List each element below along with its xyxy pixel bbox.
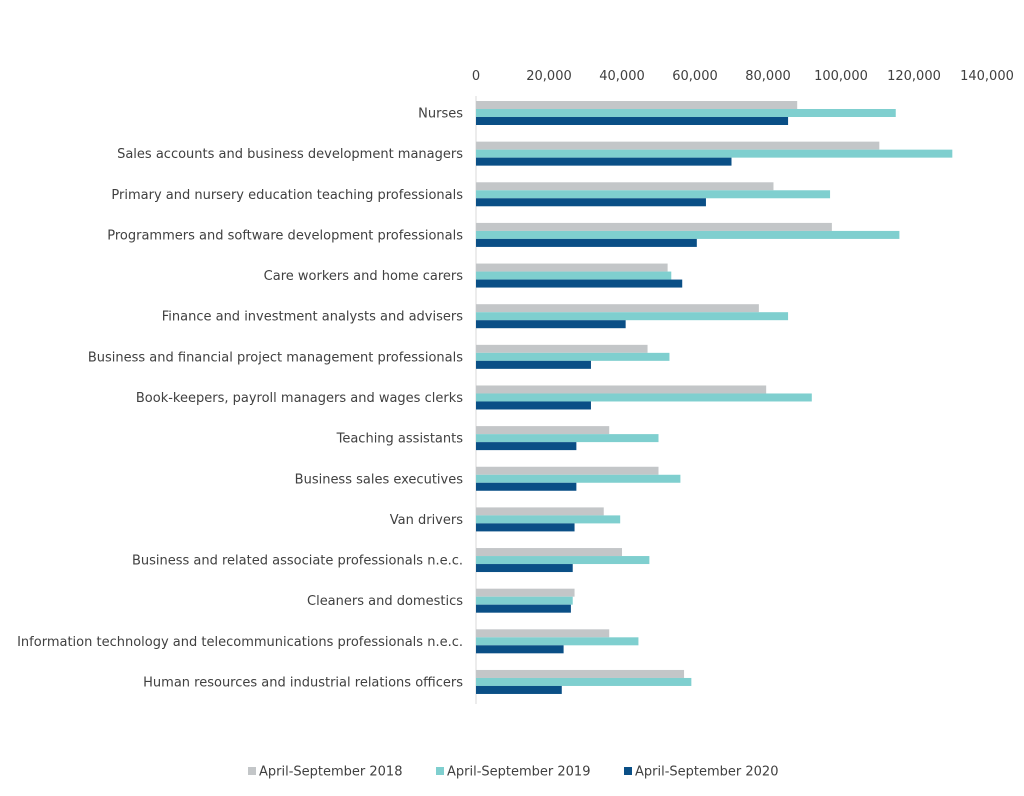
category-labels: Nurses Sales accounts and business develo… [17, 107, 463, 691]
category-label: Care workers and home carers [264, 269, 464, 284]
x-tick-label: 100,000 [814, 69, 868, 84]
bar-2 [476, 677, 692, 686]
bar-2 [476, 190, 831, 199]
bar-3 [476, 238, 697, 247]
bar-3 [476, 279, 683, 288]
legend-swatch [436, 767, 444, 775]
bar-1 [476, 222, 832, 231]
bar-2 [476, 474, 681, 483]
bar-1 [476, 466, 659, 475]
bar-1 [476, 588, 575, 597]
bar-3 [476, 320, 626, 329]
bar-3 [476, 198, 706, 207]
bar-1 [476, 385, 767, 394]
category-label: Book-keepers, payroll managers and wages… [136, 391, 463, 406]
category-label: Business sales executives [295, 472, 464, 487]
bar-2 [476, 596, 573, 605]
bar-3 [476, 685, 562, 694]
category-label: Primary and nursery education teaching p… [111, 188, 463, 203]
bar-2 [476, 230, 900, 239]
bar-3 [476, 523, 575, 532]
bar-2 [476, 637, 639, 646]
category-label: Sales accounts and business development … [117, 147, 463, 162]
x-tick-label: 120,000 [887, 69, 941, 84]
x-tick-label: 60,000 [672, 69, 718, 84]
category-label: Van drivers [390, 513, 463, 528]
bar-1 [476, 344, 648, 353]
bar-3 [476, 482, 577, 491]
category-label: Information technology and telecommunica… [17, 635, 463, 650]
category-label: Teaching assistants [336, 432, 464, 447]
category-label: Finance and investment analysts and advi… [162, 310, 463, 325]
bar-2 [476, 149, 953, 158]
bar-1 [476, 101, 798, 109]
bar-2 [476, 352, 670, 361]
category-label: Business and financial project managemen… [88, 350, 463, 365]
bar-1 [476, 548, 622, 557]
category-label: Business and related associate professio… [132, 554, 463, 569]
x-tick-label: 80,000 [745, 69, 791, 84]
category-label: Nurses [418, 107, 463, 122]
bar-3 [476, 645, 564, 654]
bar-2 [476, 434, 659, 443]
bar-1 [476, 426, 610, 435]
x-tick-label: 40,000 [599, 69, 645, 84]
category-label: Cleaners and domestics [307, 594, 463, 609]
legend: April-September 2018 April-September 2019… [248, 765, 778, 780]
x-tick-label: 140,000 [960, 69, 1014, 84]
legend-swatch [248, 767, 256, 775]
bar-3 [476, 157, 732, 166]
bars [476, 101, 953, 694]
bar-3 [476, 401, 591, 410]
legend-swatch [624, 767, 632, 775]
bar-1 [476, 304, 759, 313]
bar-2 [476, 393, 812, 402]
x-tick-label: 0 [472, 69, 480, 84]
category-label: Programmers and software development pro… [107, 228, 463, 243]
bar-1 [476, 669, 685, 678]
bar-2 [476, 312, 789, 321]
bar-3 [476, 117, 789, 125]
x-axis: 0 20,000 40,000 60,000 80,000 100,000 120,000 1… [472, 69, 1014, 704]
bar-2 [476, 109, 896, 117]
bar-1 [476, 141, 880, 150]
category-label: Human resources and industrial relations… [143, 675, 463, 690]
bar-2 [476, 556, 650, 565]
x-tick-label: 20,000 [526, 69, 572, 84]
bar-3 [476, 360, 591, 369]
legend-label: April-September 2019 [447, 765, 590, 780]
bar-3 [476, 442, 577, 451]
bar-3 [476, 604, 571, 613]
bar-2 [476, 271, 672, 280]
bar-1 [476, 263, 668, 272]
bar-2 [476, 515, 621, 524]
bar-1 [476, 507, 604, 516]
bar-3 [476, 564, 573, 573]
legend-label: April-September 2020 [635, 765, 778, 780]
bar-1 [476, 629, 610, 638]
legend-label: April-September 2018 [259, 765, 402, 780]
bar-1 [476, 182, 774, 191]
